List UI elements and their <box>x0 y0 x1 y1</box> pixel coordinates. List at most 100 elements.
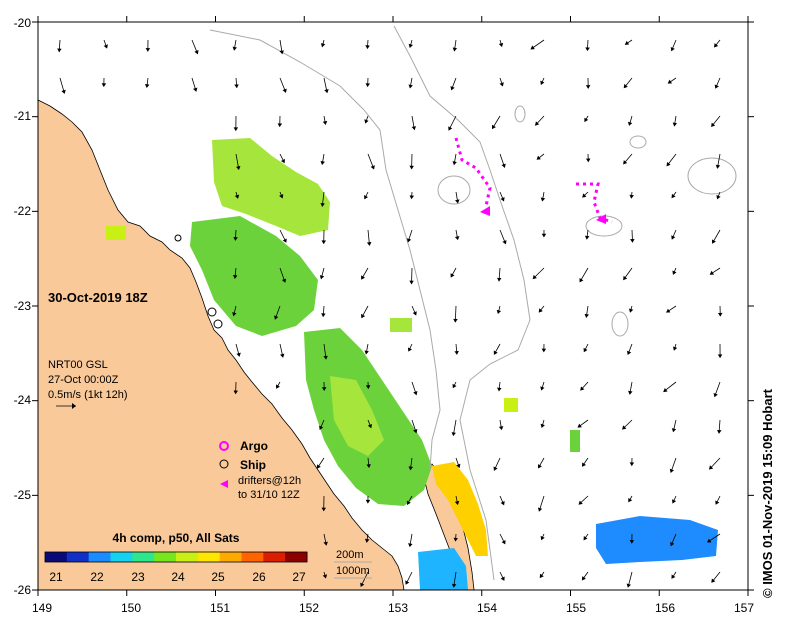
current-vector-head <box>232 312 237 317</box>
ship-mark-1 <box>207 307 217 317</box>
lon-tick-label: 149 <box>32 601 52 615</box>
colorbar-tick: 26 <box>252 570 266 584</box>
lon-tick-label: 153 <box>388 601 408 615</box>
current-vector-head <box>497 277 502 282</box>
current-vector-head <box>452 161 457 166</box>
lat-tick-label: -20 <box>14 16 32 30</box>
current-vector-head <box>319 425 324 431</box>
current-vector-head <box>321 507 327 512</box>
current-vector-head <box>716 194 721 200</box>
current-vector-head <box>370 165 375 170</box>
colorbar-tick: 23 <box>131 570 145 584</box>
current-vector-head <box>282 88 287 93</box>
lat-tick-label: -24 <box>14 393 32 407</box>
current-vector-head <box>360 582 365 587</box>
ship-mark-2 <box>213 319 223 329</box>
current-vector-head <box>61 89 66 94</box>
current-vector-head <box>233 390 239 395</box>
current-vector-head <box>583 535 588 541</box>
current-vector-head <box>534 121 540 126</box>
current-vector-head <box>715 164 721 169</box>
current-vector-head <box>622 425 627 430</box>
current-vector-head <box>408 466 414 471</box>
current-vector-head <box>500 197 505 202</box>
current-vector-head <box>672 346 678 351</box>
current-vector-head <box>708 465 714 470</box>
current-vector-head <box>408 43 413 49</box>
current-vector-head <box>412 311 417 316</box>
current-vector-head <box>581 462 587 467</box>
current-vector-head <box>281 158 285 164</box>
current-vector-head <box>320 43 326 48</box>
drifter-label-1: drifters@12h <box>238 475 301 487</box>
current-vector-head <box>711 578 716 583</box>
land-area <box>37 99 405 591</box>
current-vector-head <box>365 83 371 88</box>
current-vector-head <box>236 165 241 171</box>
colorbar-swatch <box>176 552 199 562</box>
current-vector-head <box>502 240 507 245</box>
current-vector-head <box>232 274 238 279</box>
current-vector-head <box>321 313 326 318</box>
colorbar <box>45 552 308 562</box>
colorbar-swatch <box>45 552 68 562</box>
current-vector-head <box>361 313 366 319</box>
current-vector-head <box>233 127 239 132</box>
lat-tick-label: -22 <box>14 204 32 218</box>
current-vector-head <box>364 195 368 200</box>
current-vector-head <box>413 390 418 396</box>
current-vector-head <box>717 429 722 434</box>
lon-tick-label: 151 <box>210 601 230 615</box>
ship-mark-3 <box>174 234 182 242</box>
current-vector-head <box>451 583 457 588</box>
current-vector-head <box>409 165 414 170</box>
current-vector-head <box>454 500 460 506</box>
colorbar-tick: 24 <box>171 570 185 584</box>
current-vector-head <box>281 278 287 283</box>
current-vector-head <box>536 155 541 160</box>
drifter-arrow-2 <box>596 214 606 224</box>
date-label: 30-Oct-2019 18Z <box>48 290 148 305</box>
current-vector-head <box>671 574 676 579</box>
current-vector-head <box>584 235 590 240</box>
current-vector-head <box>498 426 504 431</box>
current-vector-head <box>671 428 677 433</box>
current-vector-head <box>711 122 716 127</box>
lat-tick-label: -25 <box>14 488 32 502</box>
current-vector-head <box>496 309 502 315</box>
current-vector-head <box>406 238 412 243</box>
current-vector-head <box>537 507 543 512</box>
sst-patch-yellow <box>432 462 488 556</box>
colorbar-frame <box>44 551 308 563</box>
current-vector-head <box>583 347 588 353</box>
current-vector-head <box>456 463 461 469</box>
current-vector-head <box>628 308 634 313</box>
current-vector-head <box>624 40 630 45</box>
current-vector-head <box>629 194 634 199</box>
current-vector-head <box>320 203 325 207</box>
current-vector-head <box>585 47 590 52</box>
current-vector-head <box>451 432 456 437</box>
lon-tick-label: 156 <box>655 601 675 615</box>
reef-outline-3 <box>687 157 737 195</box>
current-vector-head <box>577 423 582 428</box>
current-vector-head <box>497 387 502 392</box>
drifter-arrow-1 <box>480 206 490 216</box>
colorbar-swatch <box>263 552 286 562</box>
current-vector-head <box>630 238 635 243</box>
sst-patch-north <box>212 138 330 236</box>
drifter-label-2: to 31/10 12Z <box>238 489 300 501</box>
current-vector-head <box>540 197 546 202</box>
current-vector-head <box>450 86 455 91</box>
current-vector-head <box>364 350 369 355</box>
current-vector-head <box>411 126 417 131</box>
sst-patch-blue-east <box>596 516 718 564</box>
colorbar-swatch <box>154 552 177 562</box>
current-vector-head <box>319 275 325 280</box>
current-vector-head <box>584 313 589 318</box>
current-vector-head <box>540 386 545 391</box>
current-vector-head <box>628 498 633 503</box>
current-vector-head <box>582 193 587 198</box>
current-vector-head <box>144 84 150 88</box>
current-vector-head <box>627 121 633 126</box>
